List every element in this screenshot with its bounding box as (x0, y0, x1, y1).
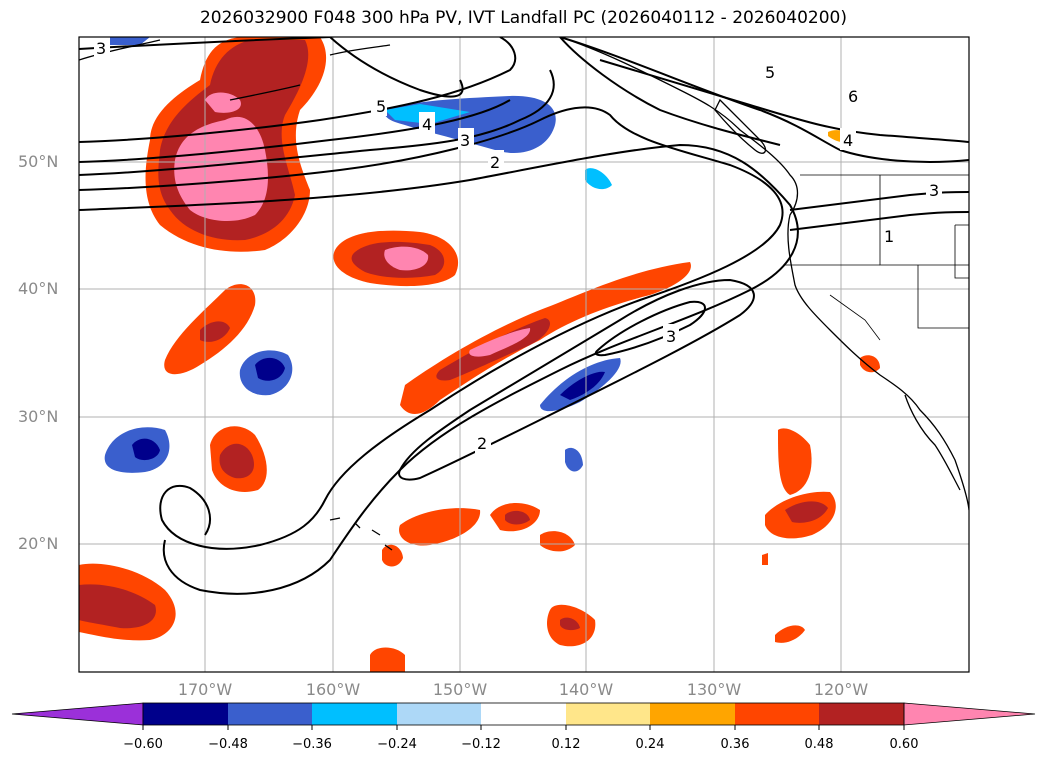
lat-label-40n: 40°N (18, 279, 59, 298)
shading-blob-28n-inner (219, 443, 255, 479)
lat-label-30n: 30°N (18, 407, 59, 426)
shading-blob-northwest-core (174, 116, 268, 222)
graticule (79, 37, 969, 672)
shading-blob-11n (370, 647, 405, 672)
contour-label-6: 6 (848, 87, 858, 106)
hawaii-islands (329, 517, 393, 551)
contour-level-3-inner (594, 300, 706, 357)
colorbar-extend-high (903, 702, 1036, 726)
colorbar-tick-label: 0.48 (804, 737, 834, 752)
colorbar-extend-low (11, 702, 144, 726)
colorbar-tick-label: −0.48 (208, 737, 248, 752)
lon-label-120w: 120°W (813, 680, 869, 699)
colorbar-tick-label: 0.12 (551, 737, 581, 752)
shading-neg-blob-32n-core (560, 371, 605, 400)
shading-blob-21n-b-inner (505, 510, 530, 525)
colorbar-tick-label: −0.12 (461, 737, 501, 752)
contour-label-3-nw: 3 (96, 39, 106, 58)
state-border-d (954, 224, 969, 279)
contour-label-1-east: 1 (884, 227, 894, 246)
lat-label-20n: 20°N (18, 534, 59, 553)
lon-label-140w: 140°W (558, 680, 614, 699)
map-title: 2026032900 F048 300 hPa PV, IVT Landfall… (199, 8, 847, 28)
contour-label-3: 3 (460, 131, 470, 150)
colorbar-swatch-2 (228, 703, 312, 725)
colorbar-tick-label: 0.24 (635, 737, 665, 752)
contour-label-2-south: 2 (477, 434, 487, 453)
shading-neg-blob-28n-east (565, 447, 583, 472)
shading-blob-14n-inner (560, 617, 580, 631)
contour-label-3-east: 3 (929, 181, 939, 200)
colorbar-tick-label: 0.36 (720, 737, 750, 752)
colorbar-tick-label: −0.24 (377, 737, 417, 752)
shading-blob-34n-coast (860, 355, 880, 373)
shading-blob-19n (382, 544, 403, 567)
shading-neg-blob-34n-core (255, 357, 285, 381)
colorbar-tick-label: −0.36 (292, 737, 332, 752)
colorbar-swatch-1 (143, 703, 228, 725)
lon-label-170w: 170°W (177, 680, 233, 699)
contour-level-3 (79, 99, 511, 163)
contour-label-2: 2 (490, 153, 500, 172)
shading-neg-blob-28n-core (132, 438, 160, 461)
aleutian-coast (79, 39, 391, 101)
contour-level-1-east-b (789, 211, 969, 231)
colorbar-swatch-9 (819, 703, 904, 725)
north-america-coast (559, 37, 969, 511)
state-border-c (917, 265, 969, 329)
shading-blob-37n-inner (200, 321, 230, 342)
colorbar-frame (142, 702, 905, 726)
contour-level-1 (559, 37, 969, 163)
colorbar (11, 702, 1036, 730)
contour-label-5-east: 5 (765, 63, 775, 82)
contour-label-5: 5 (376, 97, 386, 116)
colorbar-swatch-7 (650, 703, 735, 725)
shading-blob-14n-east (775, 625, 805, 643)
contour-level-6 (599, 59, 969, 143)
shading-band-diagonal-core (469, 328, 531, 357)
political-boundaries (785, 174, 969, 341)
contour-lines (79, 37, 969, 595)
lon-label-150w: 150°W (432, 680, 488, 699)
shading-blob-24n-east-inner (785, 501, 828, 523)
colorbar-swatch-4 (397, 703, 481, 725)
shading-blob-sw-inner (79, 584, 156, 629)
state-border-e (829, 294, 881, 341)
colorbar-tick-label: 0.60 (889, 737, 919, 752)
lon-label-160w: 160°W (305, 680, 361, 699)
contour-level-5 (329, 37, 464, 98)
contour-label-3-core: 3 (666, 327, 676, 346)
baja-coast (904, 394, 961, 491)
lon-label-130w: 130°W (686, 680, 742, 699)
shading-blob-28n-east (778, 428, 812, 495)
shading-blob-20n (540, 531, 575, 552)
colorbar-swatch-5 (481, 703, 566, 725)
contour-level-upper (559, 37, 781, 146)
contour-level-3-core (398, 278, 755, 481)
colorbar-swatch-3 (312, 703, 397, 725)
shading-blob-20n-east (762, 553, 768, 565)
plot-frame (78, 36, 970, 673)
colorbar-ticks (142, 725, 905, 730)
shading-layer (79, 37, 880, 672)
shading-neg-blob-48n (585, 168, 612, 190)
colorbar-swatch-6 (566, 703, 650, 725)
contour-labels: 5 4 3 2 5 6 3 1 3 2 4 3 (94, 37, 942, 453)
contour-level-2-jet (79, 106, 784, 550)
contour-label-4: 4 (422, 115, 432, 134)
shading-blob-northwest-top (205, 92, 241, 113)
shading-band-diagonal (400, 262, 691, 415)
contour-level-1-jet (79, 143, 799, 595)
colorbar-tick-label: −0.60 (123, 737, 163, 752)
contour-level-1-east (789, 191, 969, 211)
contour-label-4-east: 4 (843, 131, 853, 150)
coastlines (79, 37, 969, 551)
contour-level-4 (79, 69, 555, 176)
lat-label-50n: 50°N (18, 152, 59, 171)
shading-blob-42n-core (384, 246, 429, 271)
colorbar-swatch-8 (735, 703, 819, 725)
vancouver-island (714, 98, 767, 154)
shading-neg-blob-nw-corner (100, 37, 150, 45)
